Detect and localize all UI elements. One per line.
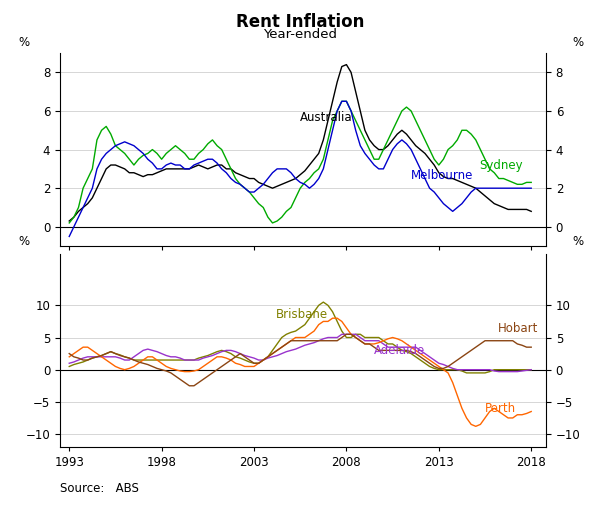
Text: Hobart: Hobart: [498, 322, 538, 335]
Text: Brisbane: Brisbane: [276, 308, 328, 321]
Text: Melbourne: Melbourne: [411, 169, 473, 181]
Text: %: %: [19, 36, 30, 49]
Text: %: %: [573, 36, 584, 49]
Text: Sydney: Sydney: [479, 159, 523, 172]
Text: Rent Inflation: Rent Inflation: [236, 13, 364, 31]
Text: Perth: Perth: [485, 401, 516, 415]
Text: %: %: [19, 235, 30, 248]
Text: Adelaide: Adelaide: [374, 343, 425, 357]
Text: Source:   ABS: Source: ABS: [60, 482, 139, 495]
Text: Australia: Australia: [300, 111, 353, 124]
Text: Year-ended: Year-ended: [263, 28, 337, 41]
Text: %: %: [573, 235, 584, 248]
